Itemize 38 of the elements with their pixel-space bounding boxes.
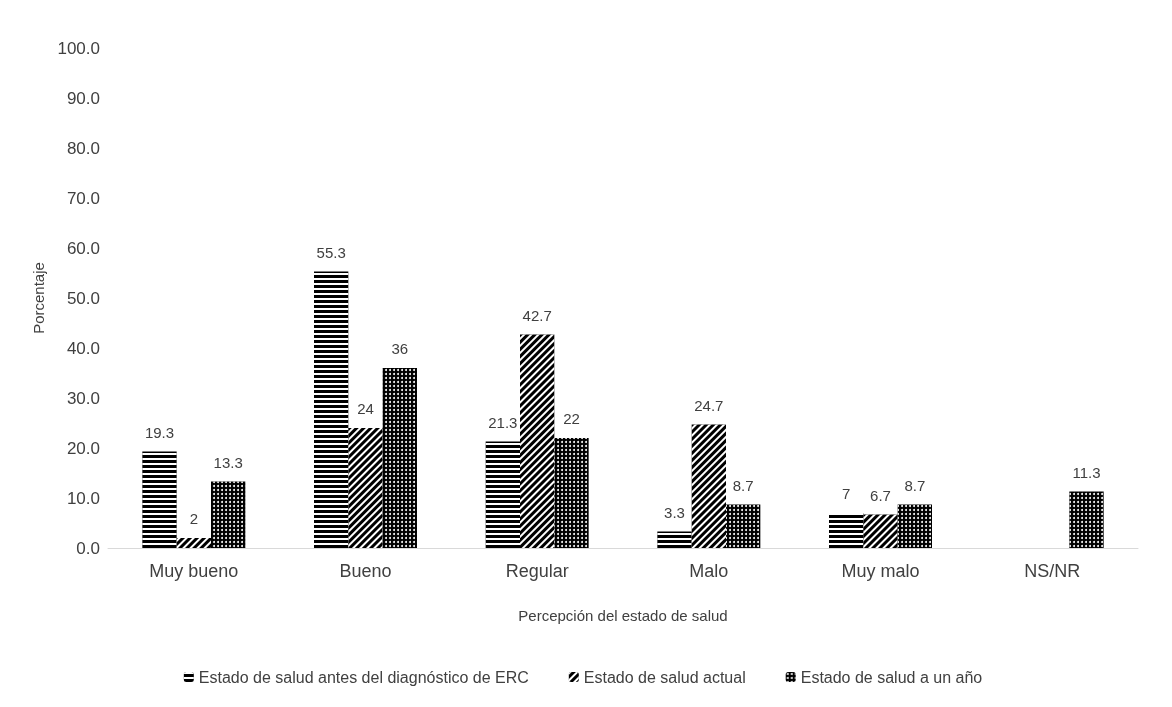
- data-label: 36: [391, 340, 409, 357]
- data-label: 8.7: [904, 476, 926, 494]
- y-axis-title: Porcentaje: [30, 262, 47, 334]
- x-tick-label: Muy malo: [841, 561, 920, 581]
- data-label: 2: [189, 510, 199, 527]
- y-tick-label: 100.0: [57, 38, 100, 58]
- x-tick-label: Regular: [505, 561, 569, 581]
- data-label: 13.3: [213, 453, 243, 471]
- data-label: 24.7: [694, 396, 724, 414]
- y-tick-label: 60.0: [66, 238, 100, 258]
- y-tick-label: 90.0: [66, 88, 100, 108]
- data-label: 19.3: [144, 423, 175, 441]
- y-tick-label: 40.0: [66, 338, 100, 358]
- y-tick-label: 50.0: [66, 288, 100, 308]
- legend-label: Estado de salud a un año: [800, 668, 983, 686]
- y-tick-label: 20.0: [66, 438, 100, 458]
- data-label: 8.7: [732, 476, 754, 494]
- data-label: 3.3: [664, 503, 685, 521]
- data-label: 24: [357, 400, 374, 417]
- data-label: 11.3: [1072, 463, 1101, 481]
- y-tick-label: 80.0: [66, 138, 100, 158]
- y-tick-label: 10.0: [66, 488, 100, 508]
- x-tick-label: NS/NR: [1024, 561, 1081, 581]
- y-tick-label: 70.0: [66, 188, 100, 208]
- data-label: 22: [563, 410, 580, 427]
- x-axis-title: Percepción del estado de salud: [518, 607, 728, 624]
- data-label: 7: [841, 485, 851, 502]
- y-tick-label: 0.0: [76, 538, 100, 558]
- x-tick-label: Malo: [689, 561, 729, 581]
- legend-label: Estado de salud actual: [583, 668, 746, 686]
- legend-label: Estado de salud antes del diagnóstico de ERC: [198, 668, 529, 686]
- y-tick-label: 30.0: [66, 388, 100, 408]
- x-tick-label: Muy bueno: [149, 561, 239, 581]
- data-label: 6.7: [870, 486, 891, 504]
- data-label: 21.3: [488, 413, 518, 431]
- data-label: 42.7: [522, 306, 552, 324]
- data-label: 55.3: [316, 243, 346, 261]
- x-tick-label: Bueno: [339, 561, 392, 581]
